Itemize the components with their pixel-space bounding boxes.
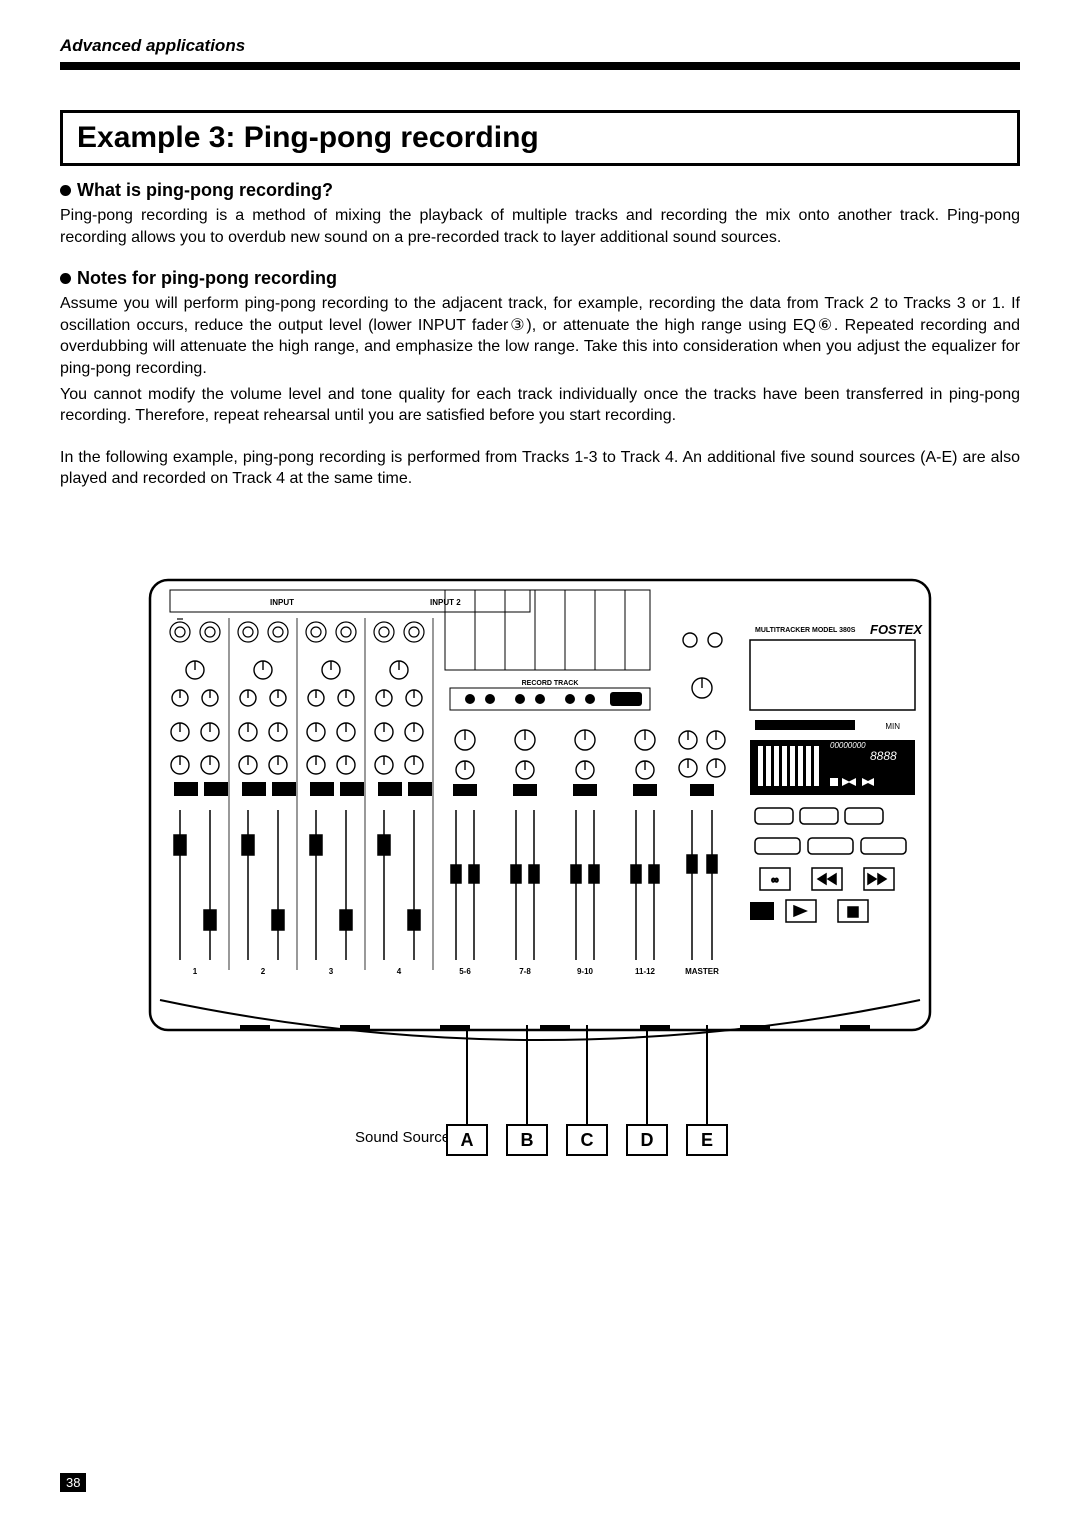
brand-logo: FOSTEX	[870, 622, 923, 637]
section1-heading-text: What is ping-pong recording?	[77, 180, 333, 200]
counter-digits: 8888	[870, 749, 897, 763]
svg-text:1: 1	[193, 967, 198, 976]
svg-text:∞: ∞	[771, 875, 778, 886]
example-title: Example 3: Ping-pong recording	[77, 121, 1003, 155]
svg-text:INPUT: INPUT	[270, 598, 294, 607]
page-number: 38	[60, 1473, 86, 1492]
svg-text:MIN: MIN	[885, 722, 900, 731]
section1-heading: What is ping-pong recording?	[60, 180, 1020, 201]
svg-text:RECORD TRACK: RECORD TRACK	[522, 680, 579, 687]
svg-text:5-6: 5-6	[459, 967, 471, 976]
svg-text:3: 3	[329, 967, 334, 976]
svg-text:2: 2	[261, 967, 266, 976]
mixer-diagram: INPUT INPUT 2	[130, 570, 950, 1190]
svg-text:C: C	[581, 1130, 594, 1150]
section2-heading: Notes for ping-pong recording	[60, 268, 1020, 289]
section2-body1: Assume you will perform ping-pong record…	[60, 293, 1020, 379]
example-title-box: Example 3: Ping-pong recording	[60, 110, 1020, 166]
svg-text:INPUT 2: INPUT 2	[430, 598, 461, 607]
brand-model-label: MULTITRACKER MODEL 380S	[755, 627, 856, 634]
svg-text:11-12: 11-12	[635, 967, 656, 976]
section2-body3: In the following example, ping-pong reco…	[60, 447, 1020, 490]
svg-text:9-10: 9-10	[577, 967, 594, 976]
header-rule	[60, 62, 1020, 70]
svg-text:A: A	[461, 1130, 474, 1150]
svg-text:00000000: 00000000	[830, 741, 866, 750]
svg-text:MASTER: MASTER	[685, 967, 719, 976]
sound-sources-label: Sound Sources	[355, 1129, 458, 1146]
bullet-icon	[60, 273, 71, 284]
bullet-icon	[60, 185, 71, 196]
svg-text:B: B	[521, 1130, 534, 1150]
section1-body: Ping-pong recording is a method of mixin…	[60, 205, 1020, 248]
svg-text:4: 4	[397, 967, 402, 976]
svg-text:7-8: 7-8	[519, 967, 531, 976]
section2-heading-text: Notes for ping-pong recording	[77, 268, 337, 288]
document-page: Advanced applications Example 3: Ping-po…	[0, 0, 1080, 1528]
section2-body2: You cannot modify the volume level and t…	[60, 384, 1020, 427]
svg-text:D: D	[641, 1130, 654, 1150]
mixer-diagram-wrap: INPUT INPUT 2	[60, 570, 1020, 1190]
section-header: Advanced applications	[60, 36, 1020, 56]
svg-text:E: E	[701, 1130, 713, 1150]
